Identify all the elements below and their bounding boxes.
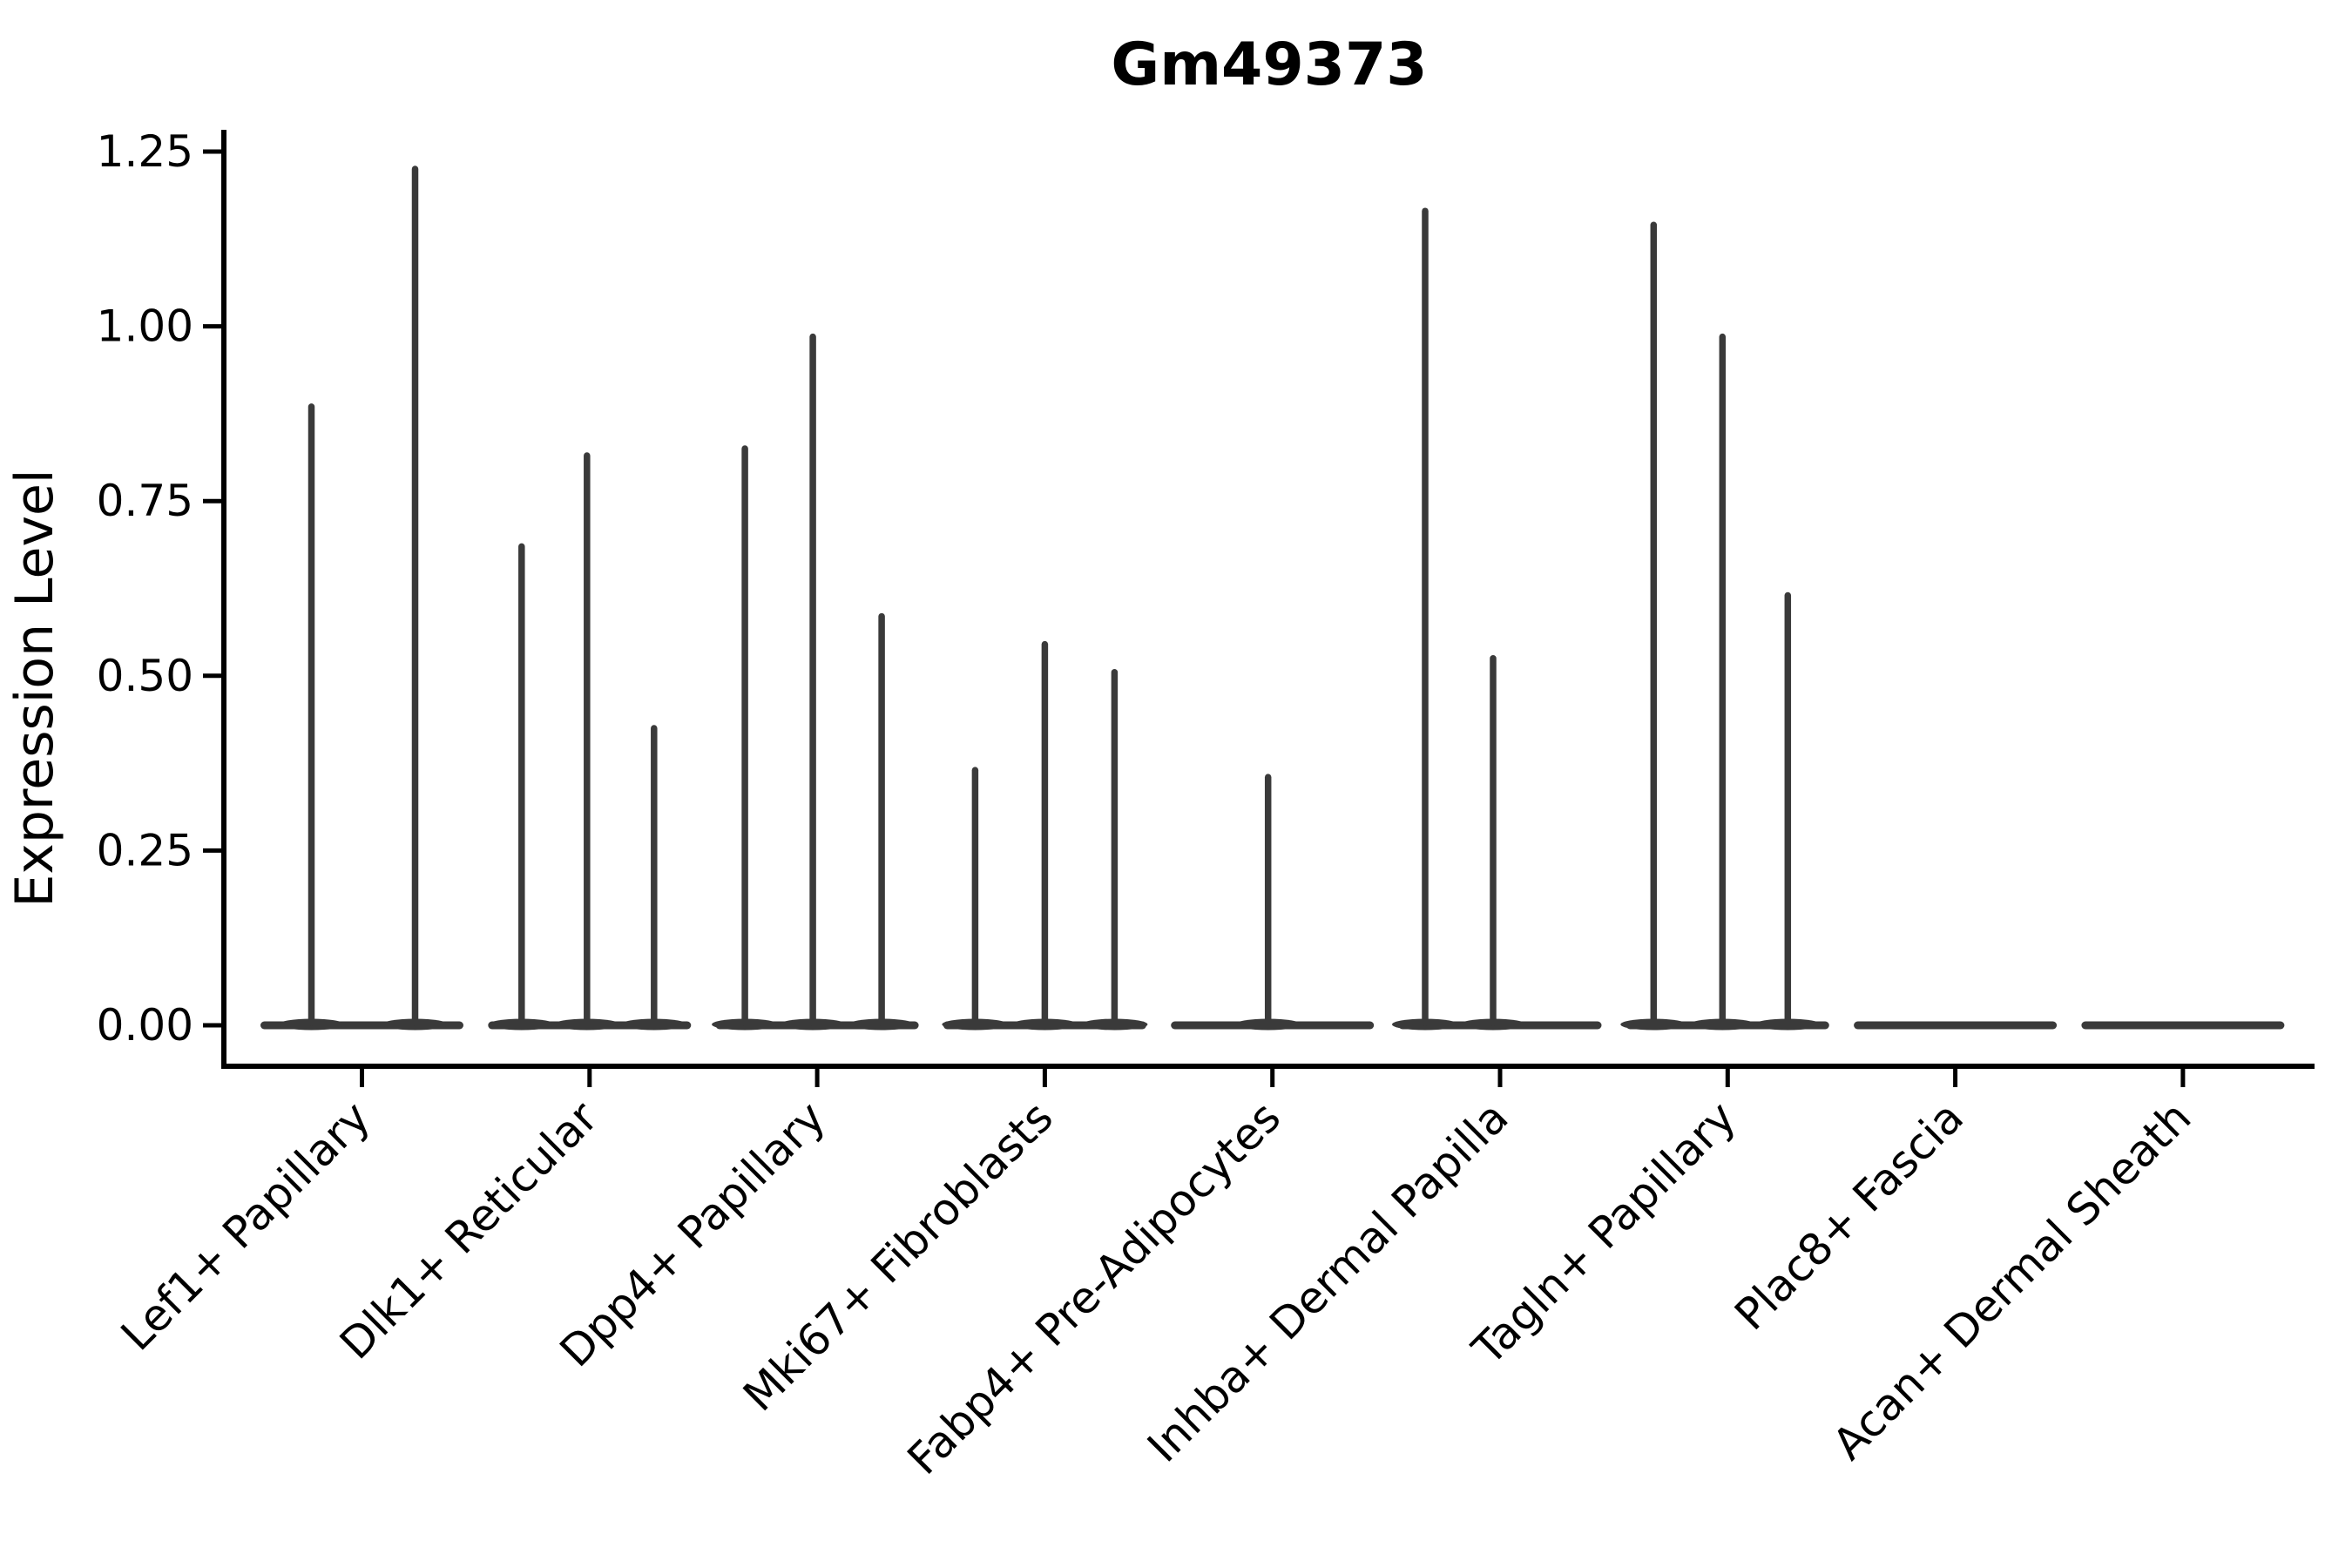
axes-layer: 0.00 0.25 0.50 0.75 1.00 1.25 Lef1+ Papillary… — [97, 126, 2315, 1484]
violin-lef1-papillary — [260, 166, 463, 1031]
y-tick-label: 1.25 — [97, 126, 193, 177]
y-tick-label: 0.75 — [97, 476, 193, 526]
chart-title: Gm49373 — [1111, 30, 1427, 99]
y-ticks: 0.00 0.25 0.50 0.75 1.00 1.25 — [97, 126, 224, 1051]
violins-layer — [260, 166, 2285, 1031]
violin-mki67-fibroblasts — [942, 640, 1148, 1031]
y-tick-label: 0.50 — [97, 651, 193, 701]
y-axis-label: Expression Level — [4, 469, 65, 907]
x-tick-label: Plac8+ Fascia — [1725, 1092, 1973, 1340]
y-tick-label: 0.25 — [97, 825, 193, 875]
violin-dlk1-reticular — [488, 452, 692, 1031]
x-tick-label: Lef1+ Papillary — [112, 1092, 380, 1360]
y-tick-label: 1.00 — [97, 301, 193, 352]
violin-inhba-dermal-papilla — [1392, 207, 1602, 1031]
x-tick-label: Inhba+ Dermal Papilla — [1138, 1092, 1517, 1471]
violin-fabp4-pre-adipocytes — [1171, 774, 1375, 1031]
y-tick-label: 0.00 — [97, 1000, 193, 1051]
violin-tagln-papillary — [1620, 221, 1829, 1031]
x-tick-label: Fabp4+ Pre-Adipocytes — [898, 1092, 1291, 1484]
violin-dpp4-papillary — [712, 333, 919, 1031]
